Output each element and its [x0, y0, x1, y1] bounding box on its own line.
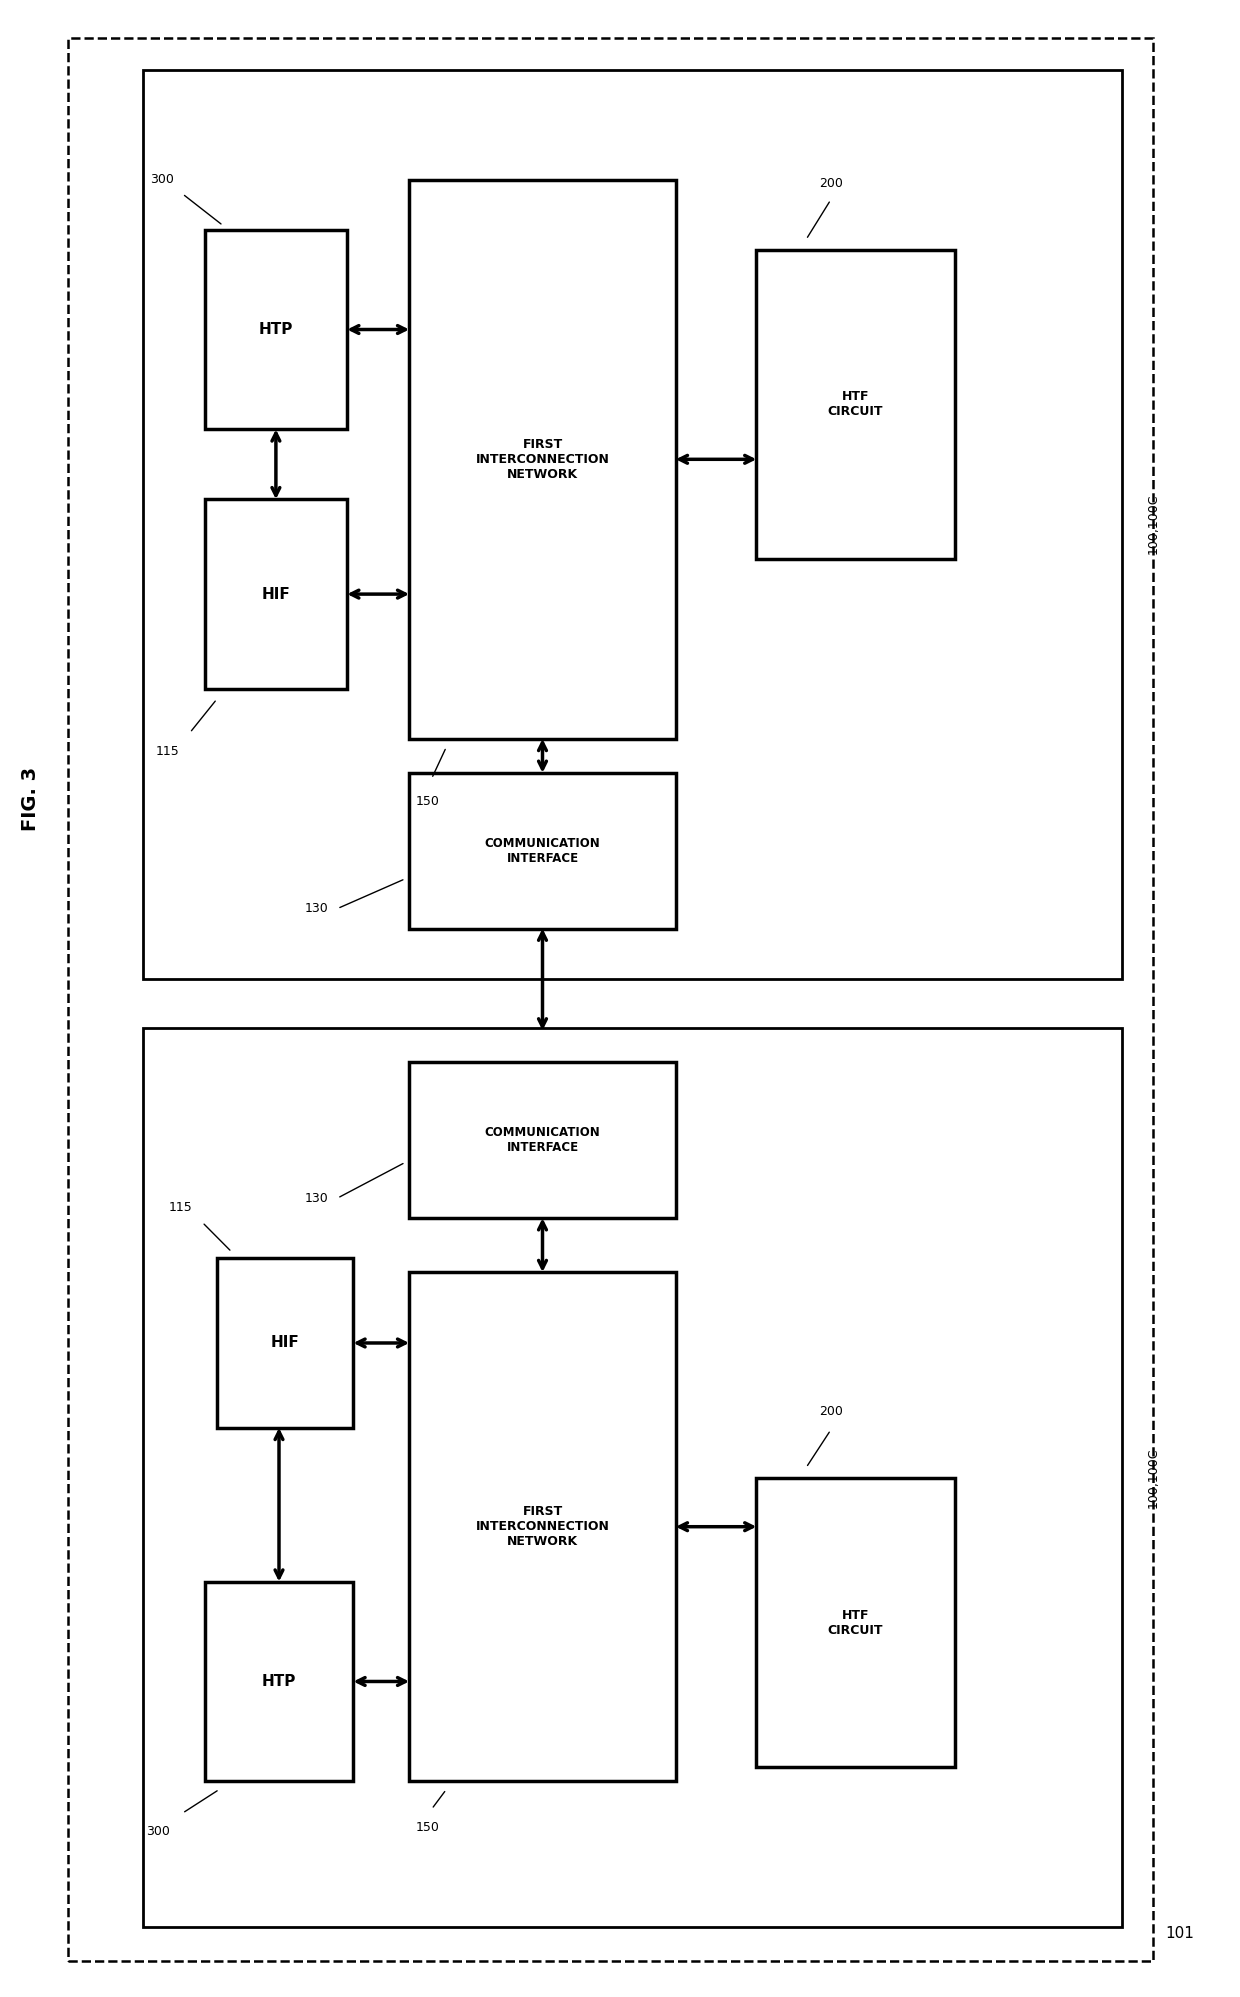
Bar	[409, 1062, 676, 1218]
Text: HIF: HIF	[270, 1336, 300, 1350]
Text: HTF
CIRCUIT: HTF CIRCUIT	[828, 1608, 883, 1638]
Text: 200: 200	[818, 1404, 843, 1418]
Bar	[409, 180, 676, 739]
Text: 115: 115	[156, 745, 180, 759]
Text: 101: 101	[1166, 1925, 1194, 1941]
Text: 150: 150	[415, 1821, 439, 1835]
Text: 100,100C: 100,100C	[1147, 1448, 1159, 1508]
Text: 100,100C: 100,100C	[1147, 493, 1159, 555]
Text: 115: 115	[169, 1200, 192, 1214]
Bar	[68, 38, 1153, 1961]
Bar	[409, 1272, 676, 1781]
Bar	[205, 230, 347, 429]
Text: COMMUNICATION
INTERFACE: COMMUNICATION INTERFACE	[485, 1126, 600, 1154]
Bar	[205, 499, 347, 689]
Text: 130: 130	[305, 1192, 329, 1204]
Bar	[205, 1582, 353, 1781]
Text: 130: 130	[305, 903, 329, 915]
Text: FIG. 3: FIG. 3	[21, 767, 41, 831]
Bar	[143, 70, 1122, 979]
Bar	[217, 1258, 353, 1428]
Text: HTF
CIRCUIT: HTF CIRCUIT	[828, 389, 883, 419]
Text: COMMUNICATION
INTERFACE: COMMUNICATION INTERFACE	[485, 837, 600, 865]
Text: 200: 200	[818, 176, 843, 190]
Text: FIRST
INTERCONNECTION
NETWORK: FIRST INTERCONNECTION NETWORK	[476, 437, 609, 481]
Bar	[756, 250, 955, 559]
Text: 150: 150	[415, 795, 439, 809]
Text: 300: 300	[146, 1825, 170, 1839]
Bar	[409, 773, 676, 929]
Text: HTP: HTP	[262, 1673, 296, 1689]
Text: 300: 300	[150, 172, 174, 186]
Text: HIF: HIF	[262, 587, 290, 601]
Bar	[756, 1478, 955, 1767]
Bar	[143, 1028, 1122, 1927]
Text: HTP: HTP	[259, 322, 293, 337]
Text: FIRST
INTERCONNECTION
NETWORK: FIRST INTERCONNECTION NETWORK	[476, 1506, 609, 1548]
